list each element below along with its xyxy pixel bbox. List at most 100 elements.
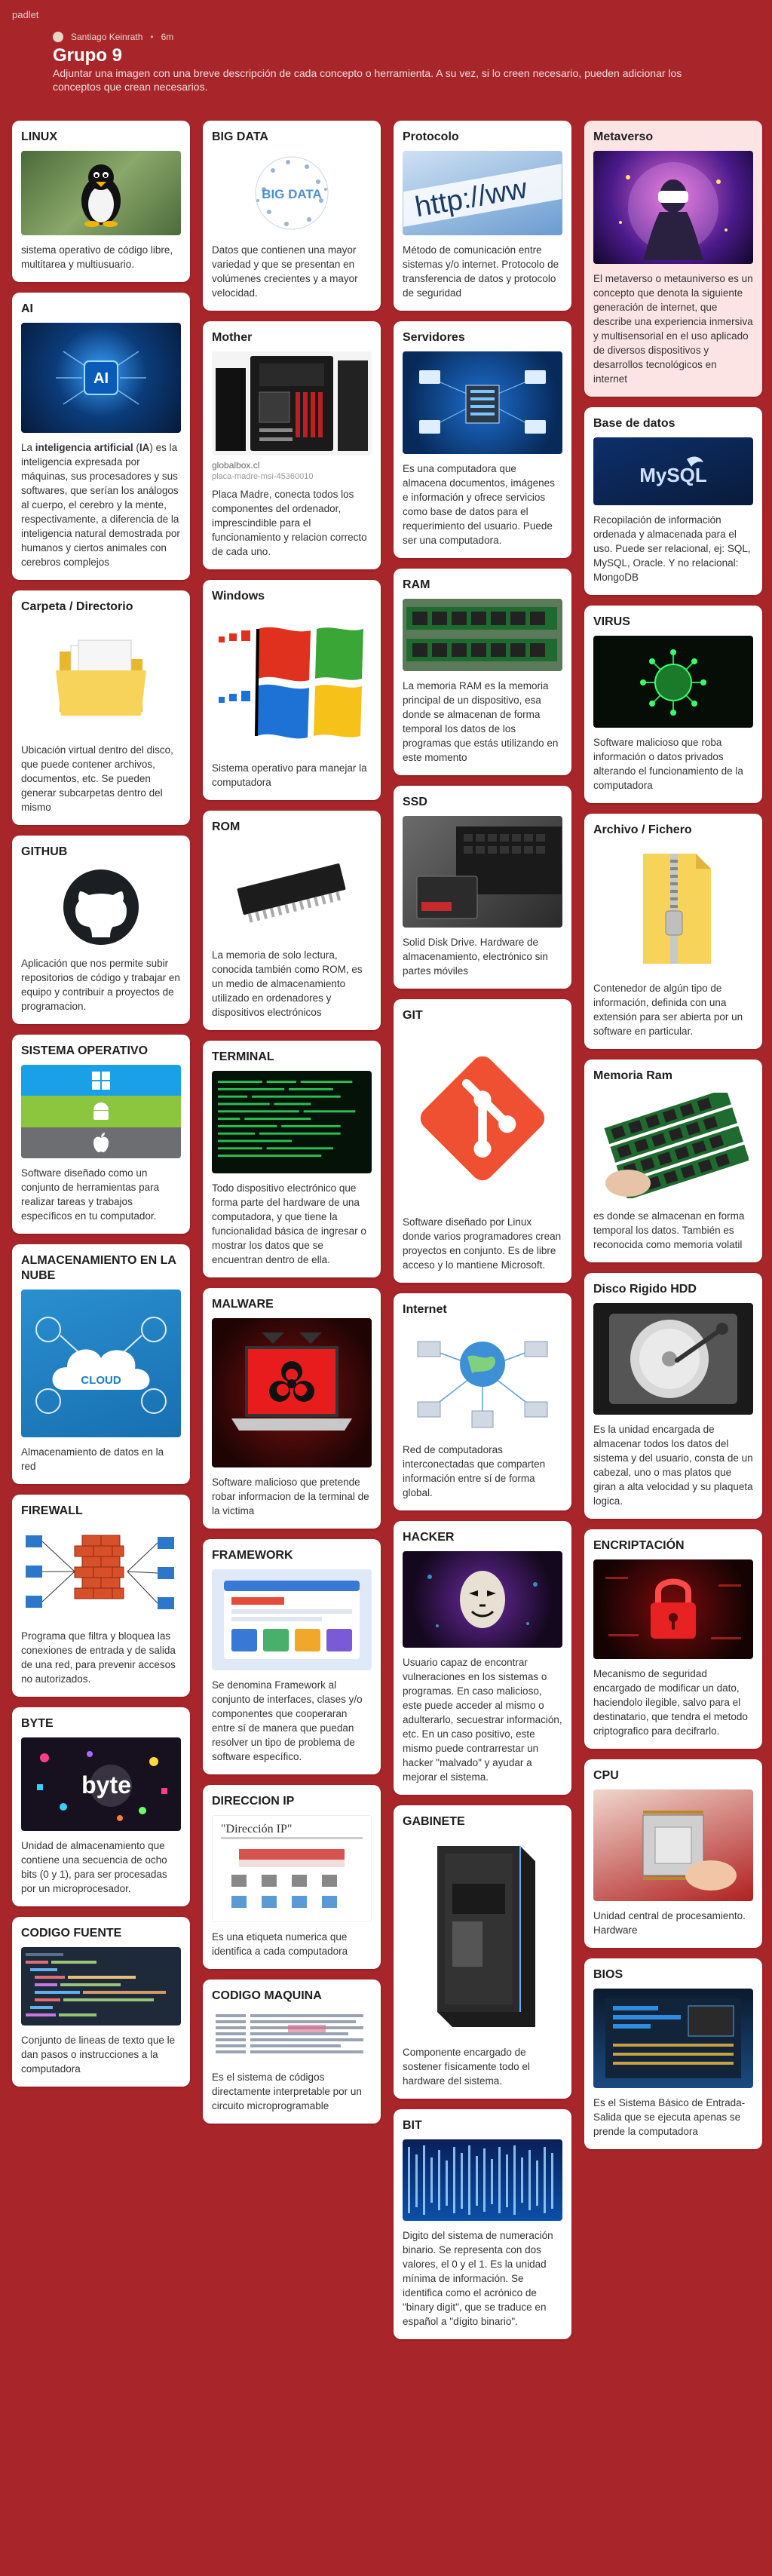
card-windows[interactable]: Windows Sistema operativo para manejar l…	[203, 580, 381, 800]
ai-image[interactable]: AI	[21, 323, 181, 433]
framework-image[interactable]	[212, 1569, 372, 1670]
encryption-image[interactable]	[593, 1559, 753, 1659]
android-icon	[93, 1102, 109, 1120]
card-title: Windows	[212, 590, 265, 603]
column-3: Protocolo http://ww Método de comunicaci…	[394, 121, 571, 2339]
card-malware[interactable]: MALWARE Software malicioso que pretende …	[203, 1288, 381, 1529]
ram-image[interactable]	[403, 599, 562, 671]
svg-text:AI: AI	[93, 370, 109, 387]
card-base-de-datos[interactable]: Base de datos MySQL Recopilación de info…	[584, 407, 762, 595]
github-image[interactable]	[21, 866, 181, 949]
card-framework[interactable]: FRAMEWORK Se denomina Framework al conju…	[203, 1539, 381, 1774]
mysql-image[interactable]: MySQL	[593, 437, 753, 505]
card-sistema-operativo[interactable]: SISTEMA OPERATIVO Software diseñado como…	[12, 1035, 190, 1234]
hdd-image[interactable]	[593, 1303, 753, 1415]
firewall-diagram-icon	[26, 1535, 174, 1609]
card-title: CODIGO FUENTE	[21, 1927, 122, 1940]
card-protocolo[interactable]: Protocolo http://ww Método de comunicaci…	[394, 121, 571, 311]
servers-image[interactable]	[403, 351, 562, 454]
card-text: Es una computadora que almacena document…	[403, 463, 555, 546]
terminal-image[interactable]	[212, 1071, 372, 1173]
author-name[interactable]: Santiago Keinrath	[71, 32, 143, 42]
card-bios[interactable]: BIOS Es el Sistema Básico de Entrada-Sal…	[584, 1958, 762, 2149]
card-byte[interactable]: BYTE byte Unidad de almacenamiento que c…	[12, 1707, 190, 1906]
card-cpu[interactable]: CPU Unidad central de procesamiento. Har…	[584, 1759, 762, 1948]
card-title: LINUX	[21, 130, 57, 143]
card-codigo-maquina[interactable]: CODIGO MAQUINA Es el sistema de código	[203, 1980, 381, 2124]
git-logo-image[interactable]	[403, 1029, 562, 1207]
machine-code-image[interactable]	[212, 2010, 372, 2062]
hacker-image[interactable]	[403, 1551, 562, 1648]
card-big-data[interactable]: BIG DATA BIG DATA Datos que contienen un…	[203, 121, 381, 311]
card-title: Base de datos	[593, 417, 676, 430]
card-archivo[interactable]: Archivo / Fichero Contenedor de algún ti…	[584, 814, 762, 1049]
post-time: 6m	[161, 32, 174, 42]
ssd-image[interactable]	[403, 816, 562, 928]
card-gabinete[interactable]: GABINETE Componente encargado de sostene…	[394, 1805, 571, 2099]
pc-case-image[interactable]	[403, 1835, 562, 2038]
firewall-image[interactable]	[21, 1525, 181, 1621]
cloud-image[interactable]: CLOUD	[21, 1290, 181, 1437]
hacker-mask-icon	[427, 1571, 538, 1628]
card-title: Carpeta / Directorio	[21, 600, 133, 613]
card-disco-rigido[interactable]: Disco Rigido HDD Es la unidad encargada …	[584, 1273, 762, 1519]
metaverse-image[interactable]	[593, 151, 753, 264]
malware-image[interactable]	[212, 1318, 372, 1467]
card-title: Memoria Ram	[593, 1069, 672, 1082]
card-servidores[interactable]: Servidores Es una computadora que almace…	[394, 321, 571, 558]
card-mother[interactable]: Mother globalbox.cl placa-madre-msi-4536…	[203, 321, 381, 569]
card-hacker[interactable]: HACKER Usuario capaz de encontrar vulner…	[394, 1521, 571, 1795]
card-text: Programa que filtra y bloquea las conexi…	[21, 1630, 176, 1685]
protocol-image[interactable]: http://ww	[403, 151, 562, 235]
ip-address-image[interactable]: "Dirección IP"	[212, 1815, 372, 1922]
linux-image[interactable]	[21, 151, 181, 235]
github-logo-icon	[63, 869, 139, 945]
card-title: BYTE	[21, 1717, 54, 1730]
card-github[interactable]: GITHUB Aplicación que nos permite subir …	[12, 836, 190, 1024]
penguin-icon	[81, 164, 121, 227]
byte-image[interactable]: byte	[21, 1737, 181, 1831]
card-bit[interactable]: BIT Digito del sistema de numeración bin…	[394, 2109, 571, 2339]
card-rom[interactable]: ROM La memoria de solo lectura, conocida…	[203, 811, 381, 1030]
source-code-image[interactable]	[21, 1947, 181, 2026]
card-internet[interactable]: Internet Red de computadoras interconect…	[394, 1293, 571, 1510]
folder-image[interactable]	[21, 621, 181, 735]
card-title: AI	[21, 302, 33, 315]
card-title: TERMINAL	[212, 1050, 274, 1063]
internet-image[interactable]	[403, 1323, 562, 1435]
card-ram[interactable]: RAM La memoria RAM es la memoria princip…	[394, 569, 571, 775]
link-domain[interactable]: globalbox.cl	[212, 460, 260, 471]
card-codigo-fuente[interactable]: CODIGO FUENTE Conjunto	[12, 1917, 190, 2087]
motherboard-image[interactable]	[212, 351, 372, 455]
card-direccion-ip[interactable]: DIRECCION IP "Dirección IP" Es una etiqu…	[203, 1785, 381, 1969]
zip-file-image[interactable]	[593, 844, 753, 974]
vr-headset-icon	[619, 162, 728, 260]
cpu-image[interactable]	[593, 1789, 753, 1901]
card-carpeta[interactable]: Carpeta / Directorio Ubicación virtual d…	[12, 590, 190, 825]
card-terminal[interactable]: TERMINAL	[203, 1041, 381, 1277]
card-almacenamiento-nube[interactable]: ALMACENAMIENTO EN LA NUBE CLOUD Almacena…	[12, 1244, 190, 1484]
big-data-image[interactable]: BIG DATA	[212, 151, 372, 235]
avatar[interactable]	[53, 32, 63, 42]
rom-chip-image[interactable]	[212, 841, 372, 940]
card-firewall[interactable]: FIREWALL Programa que filtra	[12, 1495, 190, 1697]
card-ssd[interactable]: SSD Solid Disk Drive. Hardware de almace…	[394, 786, 571, 989]
card-text: Método de comunicación entre sistemas y/…	[403, 244, 559, 299]
apple-band	[21, 1127, 181, 1158]
card-ai[interactable]: AI AI La inteligencia artificial (IA) es…	[12, 293, 190, 580]
card-encriptacion[interactable]: ENCRIPTACIÓN Mecanismo de seguridad enca…	[584, 1529, 762, 1749]
windows-logo-image[interactable]	[212, 610, 372, 753]
bios-image[interactable]	[593, 1989, 753, 2088]
card-metaverso[interactable]: Metaverso El metaverso o metauniverso es…	[584, 121, 762, 397]
card-virus[interactable]: VIRUS Software malicioso que roba inform…	[584, 606, 762, 803]
card-memoria-ram[interactable]: Memoria Ram es donde se almace	[584, 1060, 762, 1262]
cpu-chip-icon	[642, 1811, 737, 1891]
card-linux[interactable]: LINUX sistema operativo de código libre,…	[12, 121, 190, 282]
binary-image[interactable]	[403, 2139, 562, 2221]
brand-logo[interactable]: padlet	[12, 9, 39, 20]
virus-image[interactable]	[593, 636, 753, 728]
os-logos-image[interactable]	[21, 1065, 181, 1158]
card-title: SISTEMA OPERATIVO	[21, 1044, 149, 1057]
card-git[interactable]: GIT Software diseñado por Linux donde va…	[394, 999, 571, 1283]
ram-sticks-image[interactable]	[593, 1090, 753, 1201]
